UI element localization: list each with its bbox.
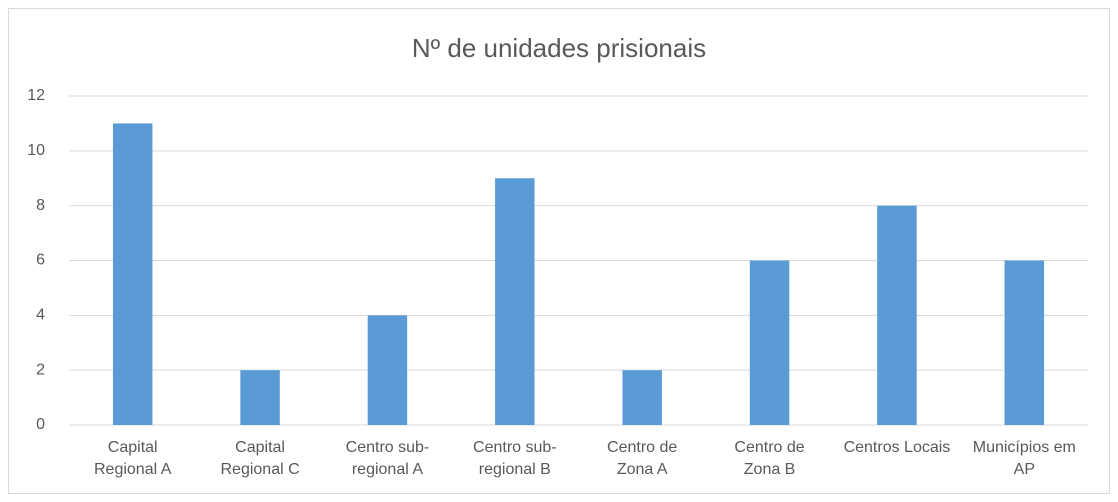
x-tick-label: Capital Regional A: [93, 439, 172, 478]
x-tick-label: Capital Regional C: [220, 439, 300, 478]
x-tick-label: Centro de Zona B: [734, 439, 805, 478]
bar: [1004, 260, 1045, 425]
y-tick-label: 12: [27, 87, 45, 104]
bar: [622, 370, 662, 425]
x-tick-label: Centros Locais: [843, 439, 951, 456]
y-tick-label: 2: [36, 361, 45, 378]
x-tick-label: Centro sub-regional B: [473, 439, 557, 478]
bar: [112, 123, 153, 426]
bar: [240, 370, 280, 425]
chart-title: Nº de unidades prisionais: [412, 33, 706, 63]
y-tick-label: 10: [27, 142, 45, 159]
y-tick-label: 6: [36, 252, 45, 269]
bar: [749, 260, 790, 425]
chart-border: [8, 8, 1110, 494]
y-tick-label: 4: [36, 307, 45, 324]
x-tick-label: Centro sub-regional A: [345, 439, 430, 478]
bar: [495, 178, 535, 425]
x-tick-label: Municípios em AP: [972, 439, 1076, 478]
y-tick-label: 8: [36, 197, 45, 214]
bar: [877, 205, 917, 425]
bar: [367, 315, 408, 425]
x-tick-label: Centro de Zona A: [607, 439, 678, 478]
y-tick-label: 0: [36, 416, 45, 433]
